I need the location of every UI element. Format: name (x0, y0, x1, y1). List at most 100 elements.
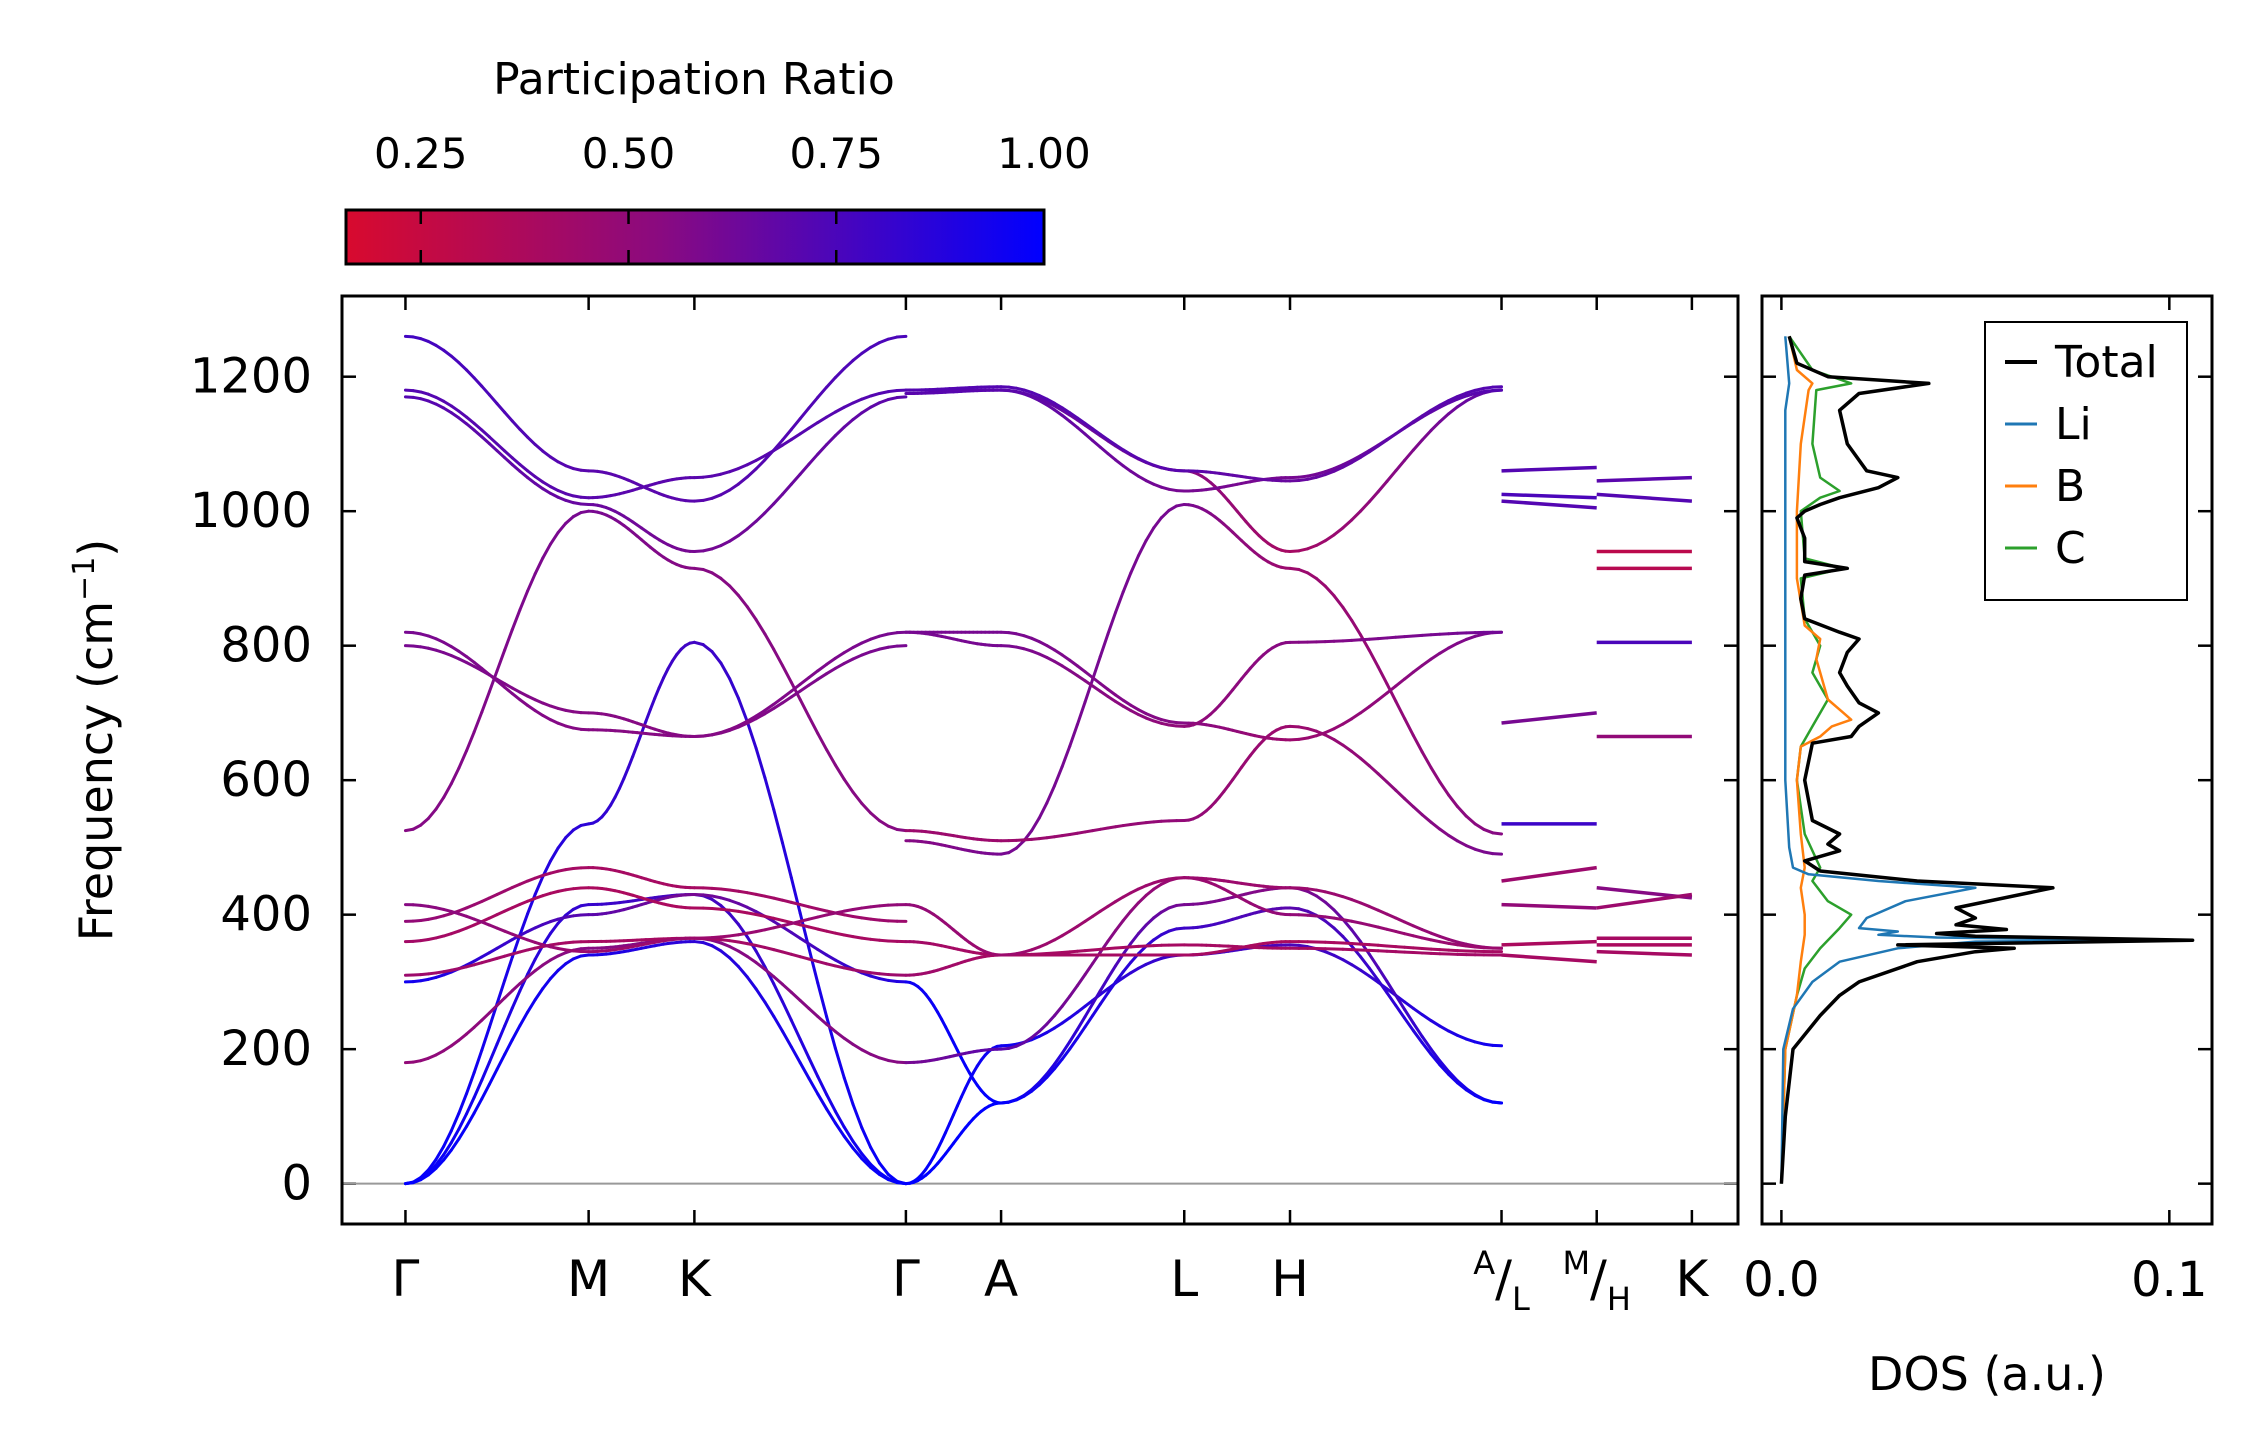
band-segment (541, 449, 552, 459)
band-segment (825, 1107, 837, 1125)
band-segment (728, 534, 740, 543)
band-segment (816, 443, 829, 456)
band-segment (1075, 919, 1087, 928)
band-segment (763, 502, 776, 515)
band-segment (772, 807, 785, 845)
band-segment (1152, 933, 1163, 942)
legend-label: Total (2054, 337, 2158, 388)
band-segment (564, 828, 575, 840)
band-segment (1411, 1006, 1424, 1017)
band-segment (449, 411, 461, 420)
band-segment (1359, 450, 1371, 459)
band-segment (807, 925, 820, 931)
band-segment (1121, 971, 1133, 980)
band-segment (798, 917, 811, 923)
band-segment (465, 730, 476, 753)
band-segment (1068, 984, 1079, 998)
band-segment (465, 368, 476, 380)
band-segment (1429, 405, 1442, 414)
band-segment (465, 1071, 476, 1096)
band-segment (1106, 980, 1118, 995)
band-segment (1455, 839, 1468, 848)
band-segment (1429, 931, 1442, 938)
band-segment (1359, 901, 1371, 908)
band-segment (1429, 420, 1442, 432)
band-segment (1323, 469, 1336, 477)
band-segment (877, 645, 890, 651)
band-segment (719, 470, 732, 476)
band-segment (1114, 443, 1125, 452)
band-segment (825, 666, 837, 676)
band-segment (518, 463, 530, 473)
band-segment (816, 981, 829, 1019)
band-segment (1053, 1021, 1064, 1030)
band-segment (955, 1095, 963, 1108)
band-segment (1075, 1015, 1087, 1031)
band-segment (480, 1082, 491, 1101)
band-segment (1323, 890, 1336, 896)
band-segment (1121, 698, 1133, 707)
band-segment (1075, 1004, 1087, 1014)
band-segment (798, 998, 811, 1011)
band-segment (789, 1018, 802, 1041)
band-segment (816, 415, 829, 425)
band-segment (1060, 1040, 1072, 1055)
band-segment (789, 900, 802, 907)
band-segment (495, 442, 507, 453)
band-segment (1053, 765, 1064, 788)
band-segment (789, 876, 802, 915)
band-segment (510, 463, 522, 473)
band-segment (745, 954, 758, 965)
band-segment (1464, 388, 1477, 395)
band-segment (833, 964, 846, 970)
band-segment (1473, 390, 1486, 395)
band-segment (1060, 653, 1072, 662)
band-segment (816, 1092, 829, 1111)
band-segment (1306, 475, 1318, 481)
band-segment (472, 1048, 484, 1075)
band-segment (1306, 734, 1318, 740)
band-segment (736, 949, 749, 958)
band-segment (419, 816, 430, 827)
band-segment (449, 766, 461, 786)
band-segment (1053, 1051, 1064, 1066)
band-segment (710, 571, 723, 580)
band-segment (816, 672, 829, 681)
band-segment (763, 776, 776, 811)
band-segment (518, 698, 530, 707)
band-segment (1332, 908, 1345, 921)
band-segment (1394, 916, 1407, 924)
band-segment (710, 493, 723, 500)
band-segment (798, 462, 811, 476)
flat-band-line (1501, 902, 1597, 910)
band-segment (1341, 895, 1354, 902)
band-segment (1091, 676, 1102, 686)
band-segment (851, 1146, 864, 1161)
band-segment (487, 393, 499, 406)
band-segment (1323, 533, 1336, 543)
band-segment (1447, 1069, 1459, 1083)
band-segment (533, 481, 545, 491)
band-segment (442, 1148, 453, 1162)
band-segment (1114, 970, 1125, 984)
band-segment (772, 948, 785, 954)
band-segment (781, 1000, 793, 1022)
band-segment (434, 1158, 446, 1170)
band-segment (526, 469, 537, 479)
band-segment (442, 1044, 453, 1053)
band-segment (1060, 413, 1072, 423)
dos-x-axis-label: DOS (a.u.) (1868, 1347, 2106, 1401)
band-segment (1037, 1022, 1049, 1033)
band-branch (904, 876, 1504, 957)
band-segment (842, 777, 855, 794)
band-segment (1367, 490, 1380, 504)
band-segment (1394, 929, 1407, 936)
band-segment (833, 367, 846, 380)
band-segment (781, 427, 793, 442)
band-segment (510, 456, 522, 467)
band-x-ticks: Γ M K Γ A L H K A/L M/H (392, 296, 1709, 1318)
band-segment (442, 348, 453, 358)
band-segment (781, 1029, 793, 1049)
band-segment (1083, 998, 1095, 1008)
band-segment (825, 953, 837, 962)
